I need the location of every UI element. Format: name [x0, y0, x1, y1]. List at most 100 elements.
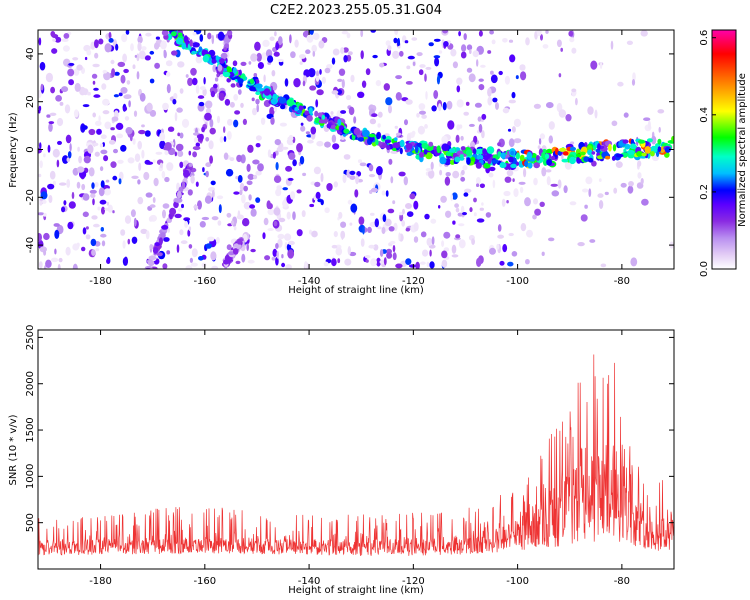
- spectrogram-cell: [164, 142, 172, 151]
- spectrogram-cell: [413, 200, 419, 210]
- spectrogram-cell: [199, 221, 206, 228]
- spectrogram-cell: [301, 210, 306, 218]
- spectrogram-cell: [425, 91, 428, 100]
- spectrogram-cell: [612, 144, 617, 152]
- spectrogram-cell: [504, 176, 512, 183]
- spectrogram-cell: [377, 111, 383, 118]
- spectrogram-cell: [487, 96, 493, 106]
- spectrogram-cell: [144, 159, 151, 165]
- spectrogram-cell: [233, 119, 239, 128]
- spectrogram-cell: [383, 257, 387, 266]
- spectrogram-cell: [385, 40, 391, 46]
- spectrogram-cell: [193, 205, 199, 209]
- spectrogram-cell: [183, 169, 190, 178]
- spectrogram-cell: [499, 260, 505, 266]
- spectrogram-cell: [205, 137, 210, 142]
- spectrogram-cell: [342, 47, 349, 53]
- spectrogram-cell: [447, 120, 455, 130]
- spectrogram-cell: [637, 172, 642, 179]
- spectrogram-cell: [76, 166, 85, 173]
- spectrogram-cell: [112, 175, 118, 181]
- spectrogram-cell: [445, 210, 452, 218]
- spectrogram-cell: [103, 71, 111, 81]
- spectrogram-cell: [364, 255, 371, 259]
- spectrogram-cell: [545, 169, 552, 173]
- spectrogram-cell: [223, 259, 229, 265]
- spectrogram-cell: [569, 146, 577, 151]
- spectrogram-cell: [342, 173, 347, 184]
- spectrogram-cell: [275, 162, 279, 171]
- spectrogram-cell: [321, 114, 326, 120]
- spectrogram-cell: [623, 112, 629, 118]
- spectrogram-cell: [149, 78, 155, 84]
- spectrogram-cell: [192, 77, 198, 86]
- spectrogram-cell: [285, 264, 292, 269]
- spectrogram-cell: [445, 172, 451, 177]
- spectrogram-cell: [42, 199, 47, 204]
- spectrogram-cell: [152, 247, 159, 254]
- spectrogram-cell: [414, 145, 419, 154]
- spectrogram-cell: [309, 229, 312, 235]
- spectrogram-cell: [450, 48, 457, 57]
- spectrogram-cell: [442, 102, 447, 111]
- spectrogram-cell: [50, 86, 55, 94]
- spectrogram-cell: [426, 237, 433, 247]
- spectrogram-cell: [92, 198, 95, 206]
- spectrogram-cell: [252, 159, 260, 165]
- spectrogram-cell: [286, 98, 295, 107]
- spectrogram-x-axis-label: Height of straight line (km): [288, 285, 424, 296]
- spectrogram-cell: [476, 257, 482, 267]
- spectrogram-cell: [98, 38, 104, 45]
- spectrogram-cell: [542, 158, 548, 166]
- spectrogram-cell: [624, 143, 631, 150]
- spectrogram-cell: [492, 97, 498, 103]
- spectrogram-cell: [141, 46, 147, 51]
- spectrogram-cell: [513, 138, 522, 144]
- spectrogram-cell: [459, 154, 464, 158]
- x-tick-label: -120: [402, 576, 425, 587]
- spectrogram-cell: [241, 194, 246, 204]
- spectrogram-cell: [65, 134, 72, 144]
- spectrogram-cell: [189, 257, 193, 263]
- spectrogram-cell: [287, 136, 294, 142]
- spectrogram-cell: [87, 91, 91, 96]
- spectrogram-cell: [569, 37, 575, 43]
- spectrogram-cell: [246, 180, 253, 186]
- spectrogram-cell: [243, 185, 248, 192]
- spectrogram-cell: [85, 234, 91, 240]
- spectrogram-cell: [518, 181, 526, 185]
- spectrogram-cell: [456, 77, 463, 85]
- spectrogram-cell: [187, 189, 193, 196]
- spectrogram-cell: [320, 199, 324, 206]
- spectrogram-cell: [575, 97, 578, 106]
- spectrogram-cell: [137, 179, 141, 185]
- x-tick-label: -140: [298, 276, 321, 287]
- spectrogram-cell: [392, 200, 396, 205]
- spectrogram-cell: [541, 251, 545, 256]
- spectrogram-cell: [546, 158, 552, 166]
- spectrogram-cell: [311, 44, 318, 53]
- spectrogram-cell: [441, 250, 448, 259]
- spectrogram-cell: [425, 66, 432, 70]
- y-tick-label: 2500: [25, 325, 36, 350]
- spectrogram-cell: [511, 91, 516, 99]
- spectrogram-cell: [162, 263, 168, 269]
- spectrogram-cell: [288, 152, 296, 160]
- spectrogram-cell: [187, 229, 191, 237]
- spectrogram-cell: [149, 204, 156, 208]
- spectrogram-cell: [508, 39, 514, 43]
- spectrogram-cell: [132, 138, 136, 145]
- spectrogram-cell: [310, 126, 317, 135]
- spectrogram-cell: [219, 58, 225, 64]
- spectrogram-cell: [61, 86, 69, 93]
- spectrogram-cell: [122, 53, 127, 63]
- spectrogram-cell: [406, 65, 411, 70]
- spectrogram-cell: [308, 107, 313, 115]
- spectrogram-cell: [370, 187, 379, 193]
- spectrogram-cell: [118, 92, 123, 97]
- spectrogram-cell: [428, 42, 434, 47]
- spectrogram-cell: [82, 104, 90, 108]
- spectrogram-cell: [318, 40, 325, 49]
- spectrogram-cell: [275, 42, 280, 51]
